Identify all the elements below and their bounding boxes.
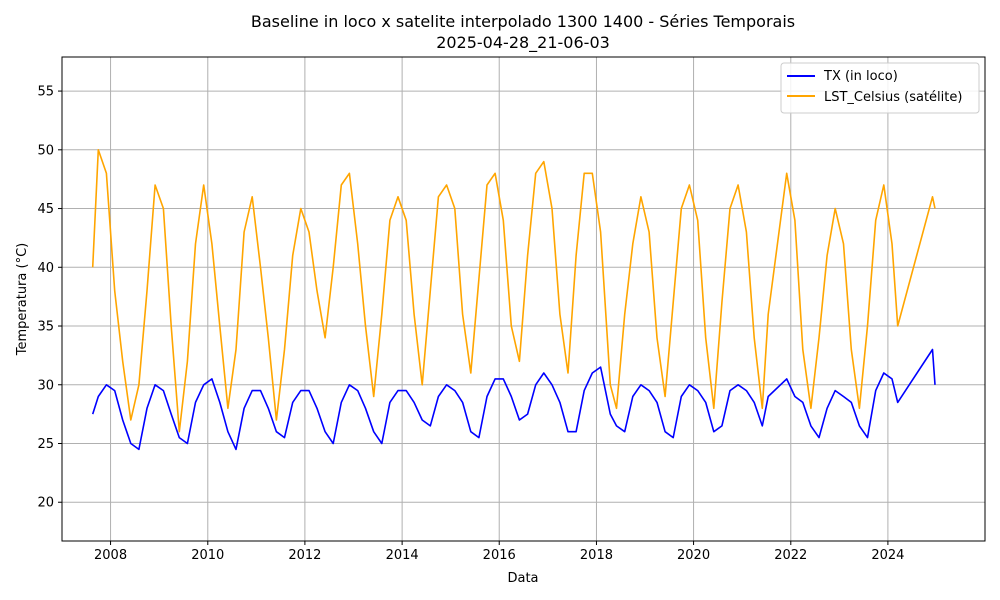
series-line-tx xyxy=(91,348,936,451)
y-tick-label: 50 xyxy=(37,143,54,158)
x-tick-label: 2020 xyxy=(677,548,710,563)
x-tick-label: 2012 xyxy=(288,548,321,563)
y-axis-label: Temperatura (°C) xyxy=(15,243,30,356)
x-tick-label: 2016 xyxy=(483,548,516,563)
x-tick-label: 2008 xyxy=(94,548,127,563)
y-tick-label: 30 xyxy=(37,378,54,393)
chart-subtitle: 2025-04-28_21-06-03 xyxy=(436,33,610,53)
x-tick-label: 2014 xyxy=(386,548,419,563)
grid xyxy=(62,57,985,541)
x-tick-label: 2010 xyxy=(191,548,224,563)
x-tick-label: 2024 xyxy=(871,548,904,563)
series-line-lst xyxy=(91,149,936,433)
legend-box xyxy=(780,62,980,114)
y-axis: 20 25 30 35 40 45 50 55 xyxy=(37,85,62,511)
x-axis: 2008 2010 2012 2014 2016 2018 2020 2022 2024 xyxy=(94,541,904,563)
y-tick-label: 25 xyxy=(37,437,54,452)
plot-area xyxy=(91,149,936,451)
chart-title: Baseline in loco x satelite interpolado … xyxy=(251,12,795,31)
x-axis-label: Data xyxy=(507,571,538,586)
series-layer xyxy=(91,149,936,451)
x-tick-label: 2018 xyxy=(580,548,613,563)
plot-frame xyxy=(61,56,986,542)
legend-label-tx: TX (in loco) xyxy=(823,69,898,84)
y-tick-label: 45 xyxy=(37,202,54,217)
legend-label-lst: LST_Celsius (satélite) xyxy=(824,90,962,105)
y-tick-label: 20 xyxy=(37,496,54,511)
legend: TX (in loco) LST_Celsius (satélite) xyxy=(780,62,980,114)
y-tick-label: 40 xyxy=(37,261,54,276)
y-tick-label: 55 xyxy=(37,85,54,100)
x-tick-label: 2022 xyxy=(774,548,807,563)
y-tick-label: 35 xyxy=(37,320,54,335)
